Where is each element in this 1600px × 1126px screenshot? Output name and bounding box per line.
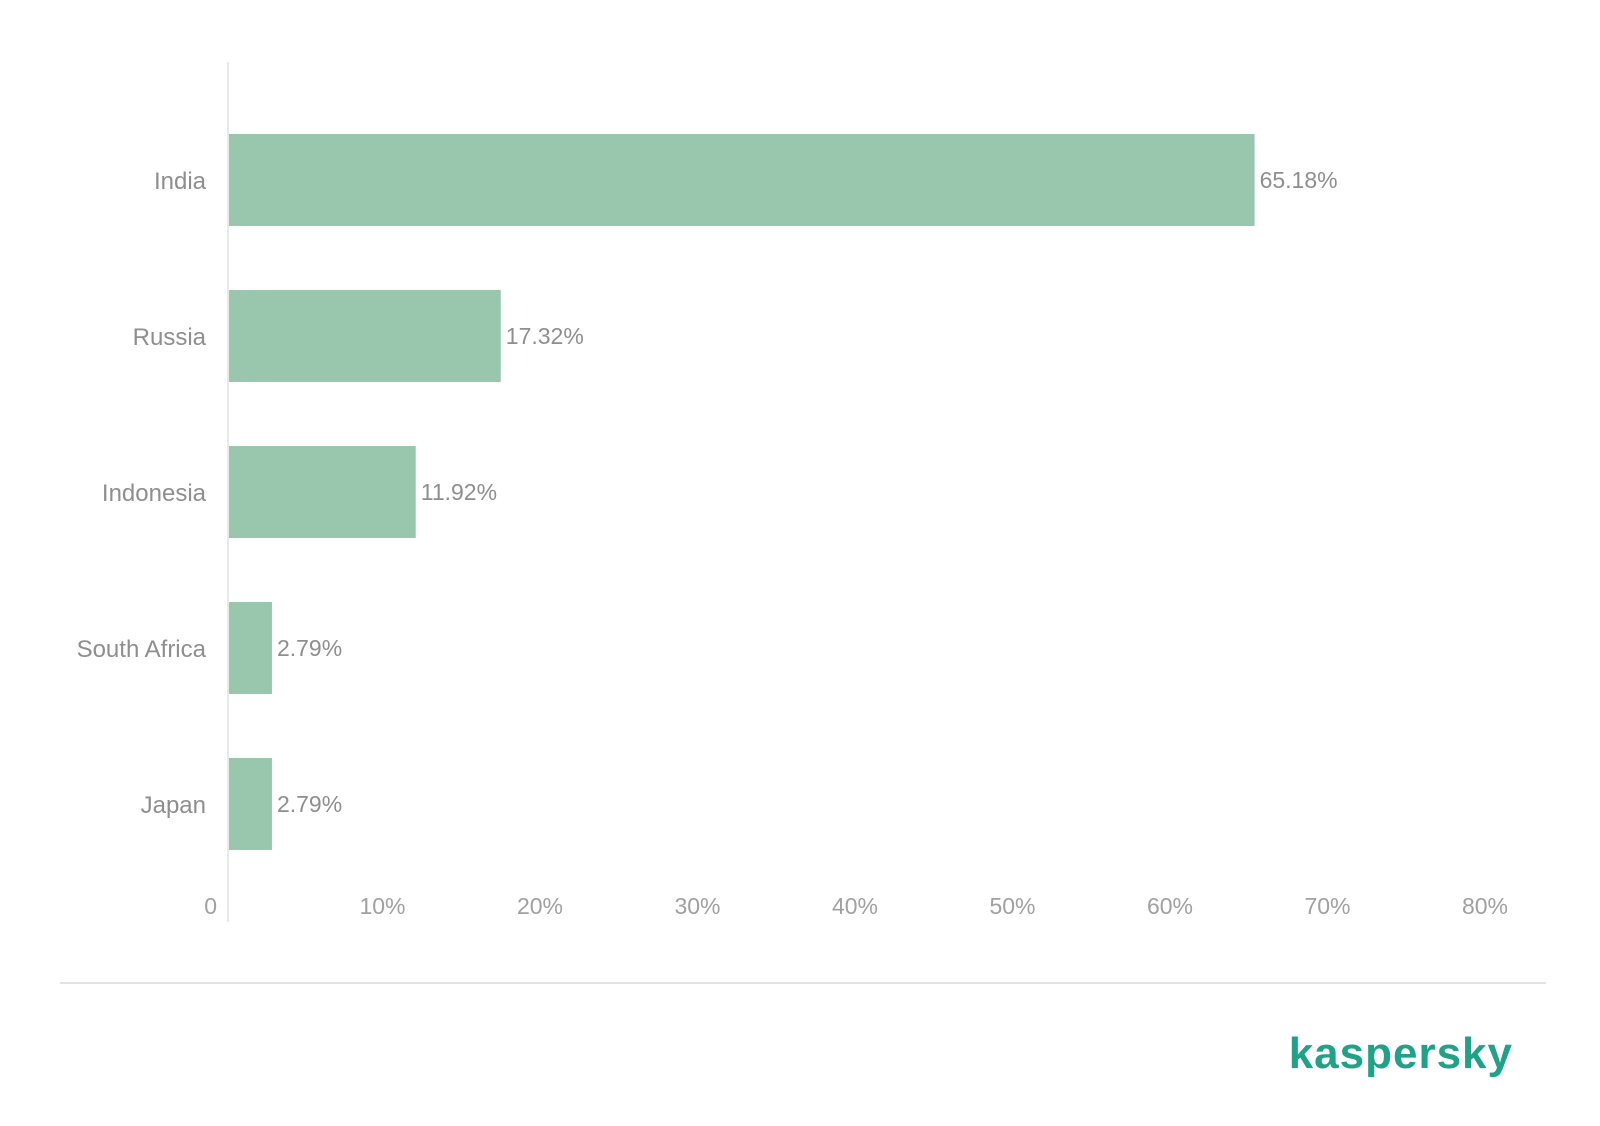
bar-india [229,134,1255,226]
category-label: India [154,168,207,195]
data-label: 2.79% [277,635,342,661]
x-tick-label: 40% [832,893,878,919]
x-tick-label: 60% [1147,893,1193,919]
bar-japan [229,758,272,850]
category-labels: India Russia Indonesia South Africa Japan [77,168,207,819]
kaspersky-logo: kaspersky [1289,1029,1513,1078]
x-axis-ticks: 0 10% 20% 30% 40% 50% 60% 70% 80% [204,893,1508,919]
data-label: 17.32% [506,323,584,349]
category-label: Indonesia [102,480,207,507]
category-label: South Africa [77,636,207,663]
x-tick-label: 70% [1304,893,1350,919]
bar-russia [229,290,501,382]
bar-south-africa [229,602,272,694]
x-tick-label: 10% [359,893,405,919]
bar-indonesia [229,446,416,538]
bars-layer [229,134,1255,850]
x-tick-label: 50% [989,893,1035,919]
category-label: Japan [141,792,206,819]
x-tick-label: 0 [204,893,217,919]
x-tick-label: 20% [517,893,563,919]
x-tick-label: 80% [1462,893,1508,919]
x-tick-label: 30% [674,893,720,919]
data-label: 2.79% [277,791,342,817]
data-labels: 65.18% 17.32% 11.92% 2.79% 2.79% [277,167,1338,817]
data-label: 11.92% [421,479,497,505]
data-label: 65.18% [1260,167,1338,193]
category-label: Russia [133,324,207,351]
